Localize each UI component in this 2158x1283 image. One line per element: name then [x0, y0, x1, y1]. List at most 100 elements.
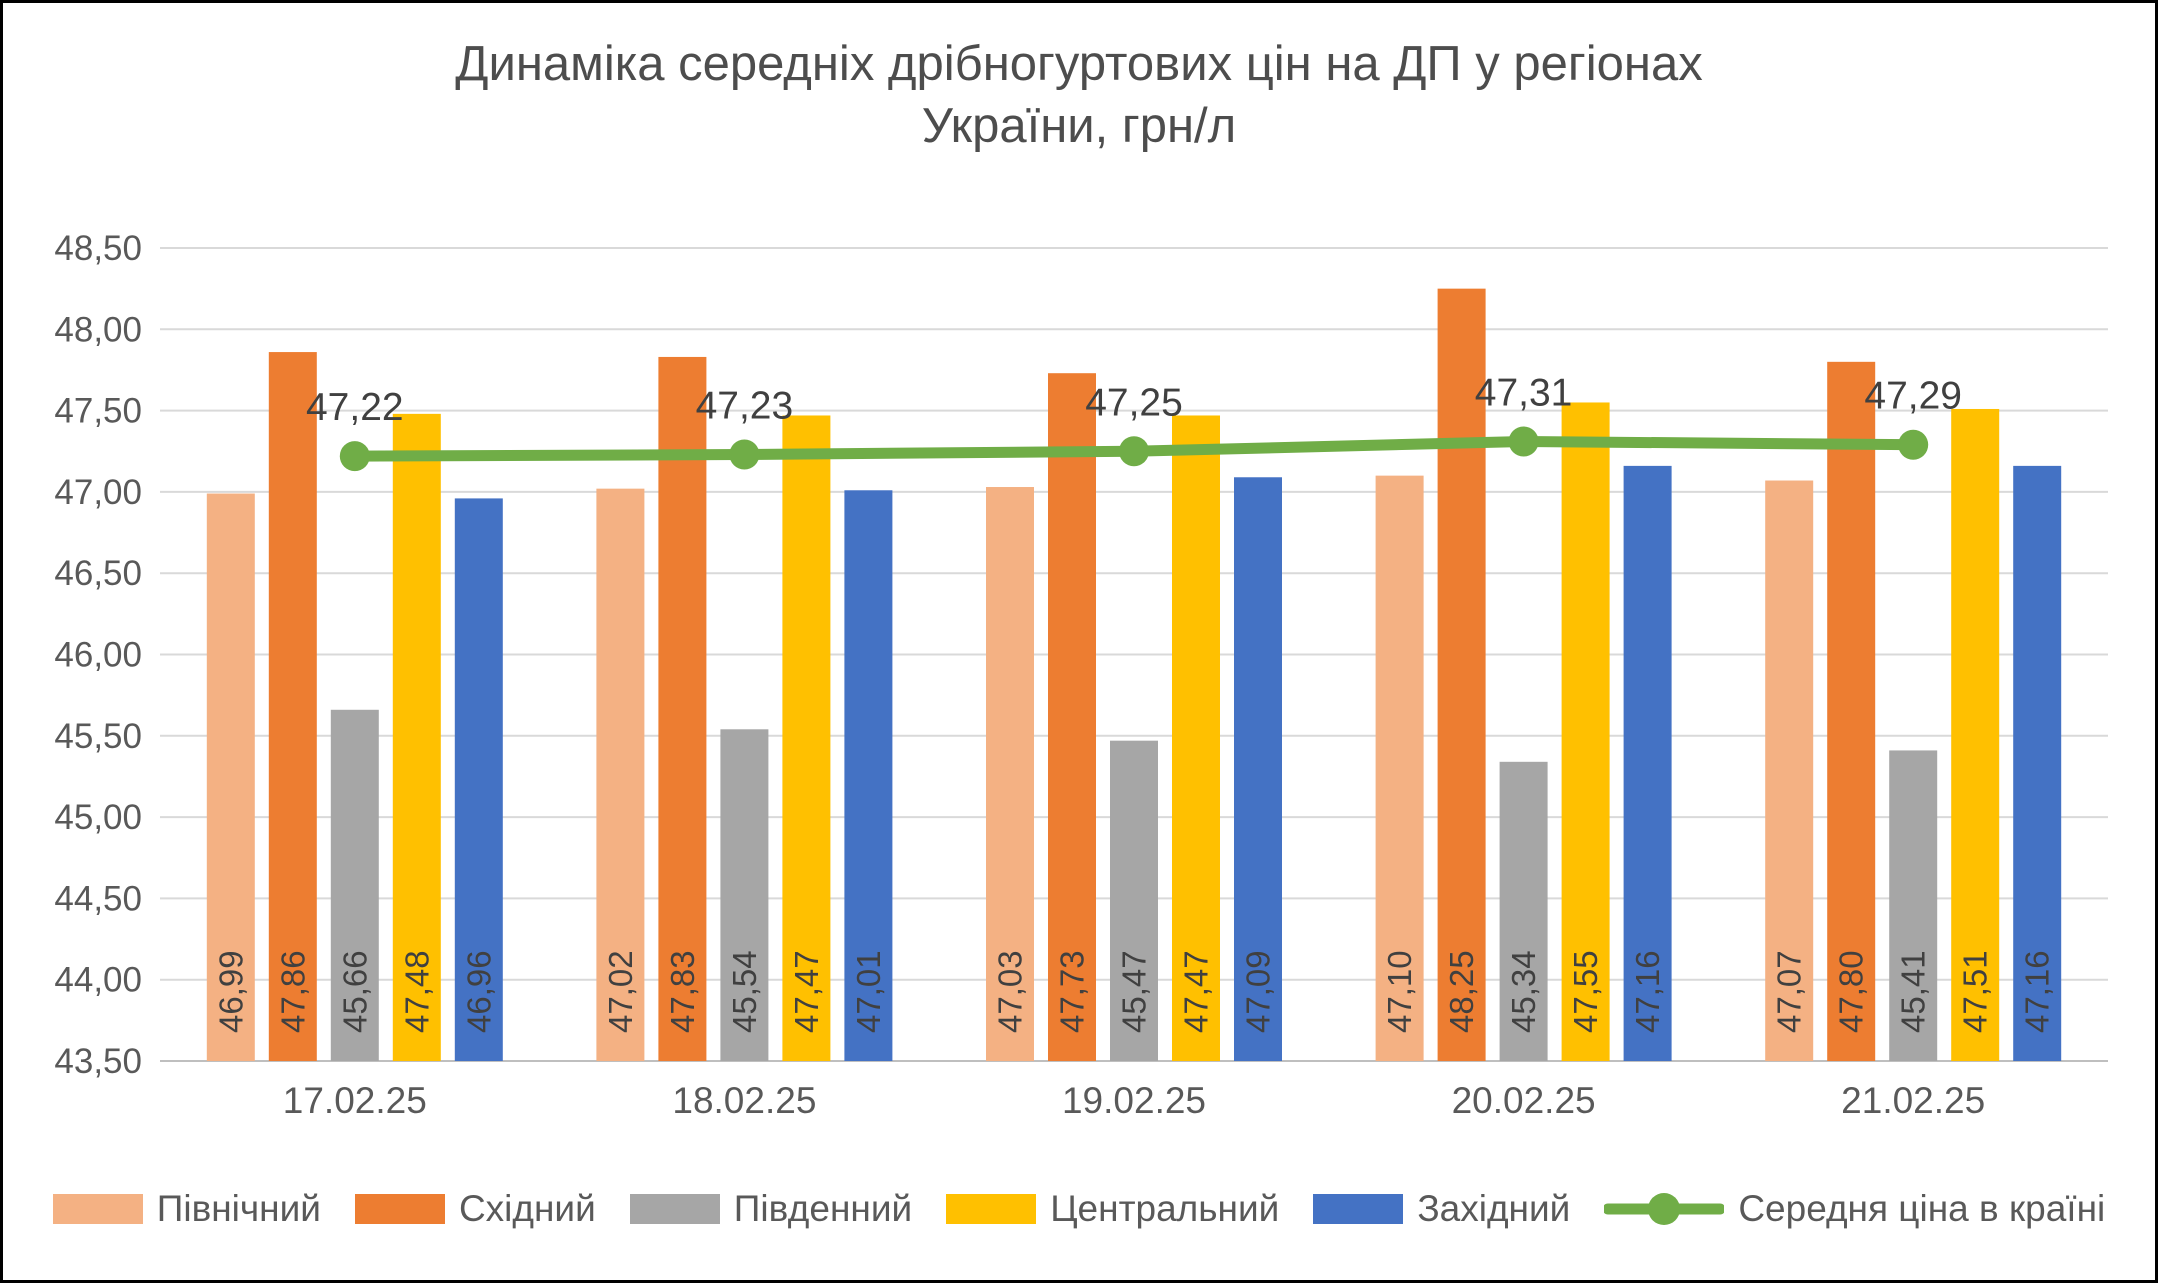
bar-Західний-20.02.25 — [1623, 465, 1672, 1061]
y-axis-tick-label: 44,00 — [54, 961, 142, 1000]
bar-value-label: 47,73 — [1054, 950, 1091, 1033]
bar-Західний-19.02.25 — [1234, 477, 1282, 1061]
bar-Центральний-18.02.25 — [782, 415, 831, 1061]
legend-swatch — [354, 1194, 445, 1224]
chart-title: Динаміка середніх дрібногуртових цін на … — [3, 33, 2155, 157]
bar-Північний-17.02.25 — [206, 493, 255, 1061]
legend-label: Північний — [156, 1188, 321, 1229]
legend-label: Середня ціна в країні — [1738, 1188, 2106, 1229]
bar-value-label: 47,83 — [664, 950, 701, 1033]
bar-value-label: 47,47 — [788, 950, 825, 1033]
bar-value-label: 45,66 — [336, 950, 373, 1033]
bar-Північний-18.02.25 — [596, 488, 645, 1061]
legend-swatch — [946, 1194, 1037, 1224]
bar-Східний-17.02.25 — [268, 352, 317, 1062]
bar-value-label: 47,48 — [398, 950, 435, 1033]
bar-value-label: 47,16 — [2019, 950, 2056, 1033]
y-axis-tick-label: 46,50 — [54, 554, 142, 593]
bar-value-label: 48,25 — [1443, 950, 1480, 1033]
average-price-marker — [1508, 426, 1539, 457]
legend-label: Західний — [1417, 1188, 1571, 1229]
bar-Західний-21.02.25 — [2013, 465, 2062, 1061]
bar-value-label: 47,02 — [602, 950, 639, 1033]
legend-item-Західний: Західний — [1313, 1188, 1570, 1230]
bar-value-label: 47,07 — [1771, 950, 1808, 1033]
chart-title-line-2: України, грн/л — [921, 99, 1237, 153]
x-axis-category-label: 18.02.25 — [672, 1080, 816, 1121]
bar-value-label: 46,96 — [460, 950, 497, 1033]
bar-Південний-19.02.25 — [1110, 740, 1158, 1061]
legend-label: Центральний — [1050, 1188, 1280, 1229]
y-axis-tick-label: 46,00 — [54, 636, 142, 675]
bar-Північний-20.02.25 — [1375, 475, 1424, 1061]
average-price-value-label: 47,25 — [1085, 381, 1183, 424]
x-axis-category-label: 20.02.25 — [1452, 1080, 1596, 1121]
bar-Центральний-20.02.25 — [1561, 402, 1610, 1062]
bar-value-label: 47,16 — [1629, 950, 1666, 1033]
legend-line-marker-icon — [1604, 1193, 1725, 1225]
average-price-marker — [1898, 429, 1929, 460]
bar-Східний-18.02.25 — [658, 356, 707, 1061]
average-price-value-label: 47,31 — [1475, 371, 1573, 414]
y-axis-tick-label: 48,00 — [54, 310, 142, 349]
y-axis-tick-label: 45,00 — [54, 798, 142, 837]
legend-swatch — [1313, 1194, 1404, 1224]
y-axis-tick-label: 45,50 — [54, 717, 142, 756]
x-axis-category-label: 21.02.25 — [1841, 1080, 1985, 1121]
average-price-marker — [729, 439, 760, 470]
legend-label: Південний — [733, 1188, 913, 1229]
y-axis-tick-label: 48,50 — [54, 229, 142, 268]
bar-Центральний-19.02.25 — [1172, 415, 1220, 1061]
bar-Східний-21.02.25 — [1827, 361, 1876, 1061]
bar-value-label: 45,34 — [1505, 950, 1542, 1033]
bar-Західний-18.02.25 — [844, 490, 893, 1061]
legend-item-Південний: Південний — [629, 1188, 913, 1230]
legend-swatch — [52, 1194, 143, 1224]
y-axis-tick-label: 44,50 — [54, 879, 142, 918]
bar-Північний-21.02.25 — [1765, 480, 1814, 1061]
bar-value-label: 47,55 — [1567, 950, 1604, 1033]
bar-Південний-20.02.25 — [1499, 761, 1548, 1061]
legend-item-Східний: Східний — [354, 1188, 596, 1230]
legend-label: Східний — [458, 1188, 596, 1229]
x-axis-category-label: 17.02.25 — [283, 1080, 427, 1121]
bar-Південний-18.02.25 — [720, 729, 769, 1061]
bar-Південний-17.02.25 — [330, 709, 379, 1061]
bar-value-label: 45,41 — [1895, 950, 1932, 1033]
bar-Центральний-17.02.25 — [392, 413, 441, 1061]
legend-item-Центральний: Центральний — [946, 1188, 1279, 1230]
bar-Східний-20.02.25 — [1437, 288, 1486, 1061]
bar-value-label: 47,10 — [1381, 950, 1418, 1033]
chart-title-line-1: Динаміка середніх дрібногуртових цін на … — [455, 37, 1703, 91]
bar-value-label: 47,47 — [1178, 950, 1215, 1033]
y-axis-tick-label: 47,50 — [54, 392, 142, 431]
bar-value-label: 45,54 — [726, 950, 763, 1033]
y-axis-tick-label: 47,00 — [54, 473, 142, 512]
chart-legend: Північний Східний Південний Центральний Захі… — [3, 1169, 2155, 1249]
bar-value-label: 47,09 — [1240, 950, 1277, 1033]
average-price-value-label: 47,23 — [696, 385, 794, 428]
bar-value-label: 47,51 — [1957, 950, 1994, 1033]
bar-value-label: 47,01 — [850, 950, 887, 1033]
legend-item-Північний: Північний — [52, 1188, 321, 1230]
bar-value-label: 45,47 — [1116, 950, 1153, 1033]
average-price-value-label: 47,29 — [1864, 375, 1962, 418]
bar-Північний-19.02.25 — [986, 487, 1034, 1062]
legend-item-Середня ціна в країні: Середня ціна в країні — [1604, 1187, 2105, 1231]
y-axis-tick-label: 43,50 — [54, 1042, 142, 1081]
bar-Південний-21.02.25 — [1889, 750, 1938, 1061]
bar-value-label: 47,03 — [992, 950, 1029, 1033]
bar-Центральний-21.02.25 — [1951, 408, 2000, 1061]
average-price-marker — [1119, 436, 1149, 467]
bar-Західний-17.02.25 — [454, 498, 503, 1061]
bar-value-label: 46,99 — [212, 950, 249, 1033]
x-axis-category-label: 19.02.25 — [1062, 1080, 1206, 1121]
average-price-value-label: 47,22 — [306, 386, 404, 429]
average-price-marker — [339, 441, 370, 472]
legend-swatch — [629, 1194, 720, 1224]
bar-value-label: 47,86 — [274, 950, 311, 1033]
bar-value-label: 47,80 — [1833, 950, 1870, 1033]
plot-area: 43,50 44,00 44,50 45,00 45,50 46,00 46,50 47,00… — [54, 229, 2108, 1121]
bar-Східний-19.02.25 — [1048, 373, 1096, 1061]
